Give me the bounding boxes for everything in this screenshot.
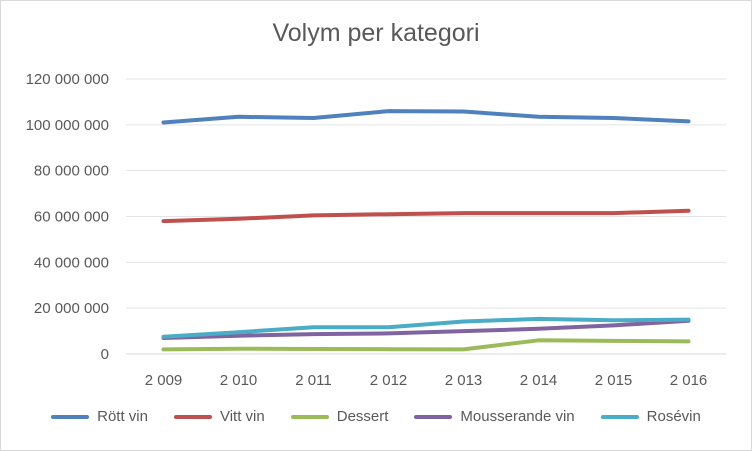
- x-tick-label: 2 010: [220, 372, 258, 389]
- series-line-1: [161, 208, 691, 224]
- legend-swatch: [414, 414, 453, 419]
- x-tick-label: 2 016: [670, 372, 708, 389]
- legend-swatch: [51, 414, 90, 419]
- chart-title: Volym per kategori: [272, 19, 480, 47]
- legend-item: Dessert: [290, 408, 389, 425]
- chart-legend: Rött vin Vitt vin Dessert Mousserande vin Ro…: [1, 408, 751, 425]
- x-tick-label: 2 011: [295, 372, 331, 389]
- y-tick-label: 20 000 000: [34, 300, 109, 317]
- legend-item: Vitt vin: [173, 408, 265, 425]
- legend-swatch: [173, 414, 212, 419]
- y-tick-label: 40 000 000: [34, 254, 109, 271]
- x-tick-label: 2 012: [370, 372, 408, 389]
- x-tick-label: 2 013: [445, 372, 483, 389]
- legend-label: Mousserande vin: [460, 408, 575, 425]
- x-tick-label: 2 014: [520, 372, 558, 389]
- y-tick-label: 0: [101, 346, 109, 363]
- legend-label: Rött vin: [97, 408, 148, 425]
- y-tick-label: 60 000 000: [34, 209, 109, 226]
- series-line-3: [161, 318, 691, 340]
- series-line-2: [161, 338, 691, 352]
- x-tick-label: 2 009: [145, 372, 183, 389]
- x-tick-label: 2 015: [595, 372, 633, 389]
- legend-item: Mousserande vin: [414, 408, 575, 425]
- legend-label: Dessert: [336, 408, 389, 425]
- series-line-0: [161, 109, 691, 125]
- y-tick-label: 120 000 000: [26, 71, 109, 88]
- y-tick-label: 80 000 000: [34, 163, 109, 180]
- y-tick-label: 100 000 000: [26, 117, 109, 134]
- legend-swatch: [600, 414, 639, 419]
- legend-item: Rött vin: [51, 408, 148, 425]
- legend-item: Rosévin: [600, 408, 701, 425]
- legend-label: Vitt vin: [219, 408, 265, 425]
- legend-label: Rosévin: [646, 408, 701, 425]
- series-line-4: [161, 316, 691, 339]
- legend-swatch: [290, 414, 329, 419]
